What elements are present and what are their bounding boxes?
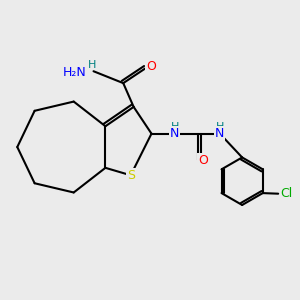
- Text: H: H: [88, 60, 96, 70]
- Text: N: N: [214, 127, 224, 140]
- Text: S: S: [127, 169, 135, 182]
- Text: H: H: [216, 122, 224, 132]
- Text: H: H: [171, 122, 179, 132]
- Text: O: O: [198, 154, 208, 167]
- Text: O: O: [146, 60, 156, 73]
- Text: H₂N: H₂N: [63, 66, 87, 79]
- Text: N: N: [170, 127, 179, 140]
- Text: Cl: Cl: [280, 187, 292, 200]
